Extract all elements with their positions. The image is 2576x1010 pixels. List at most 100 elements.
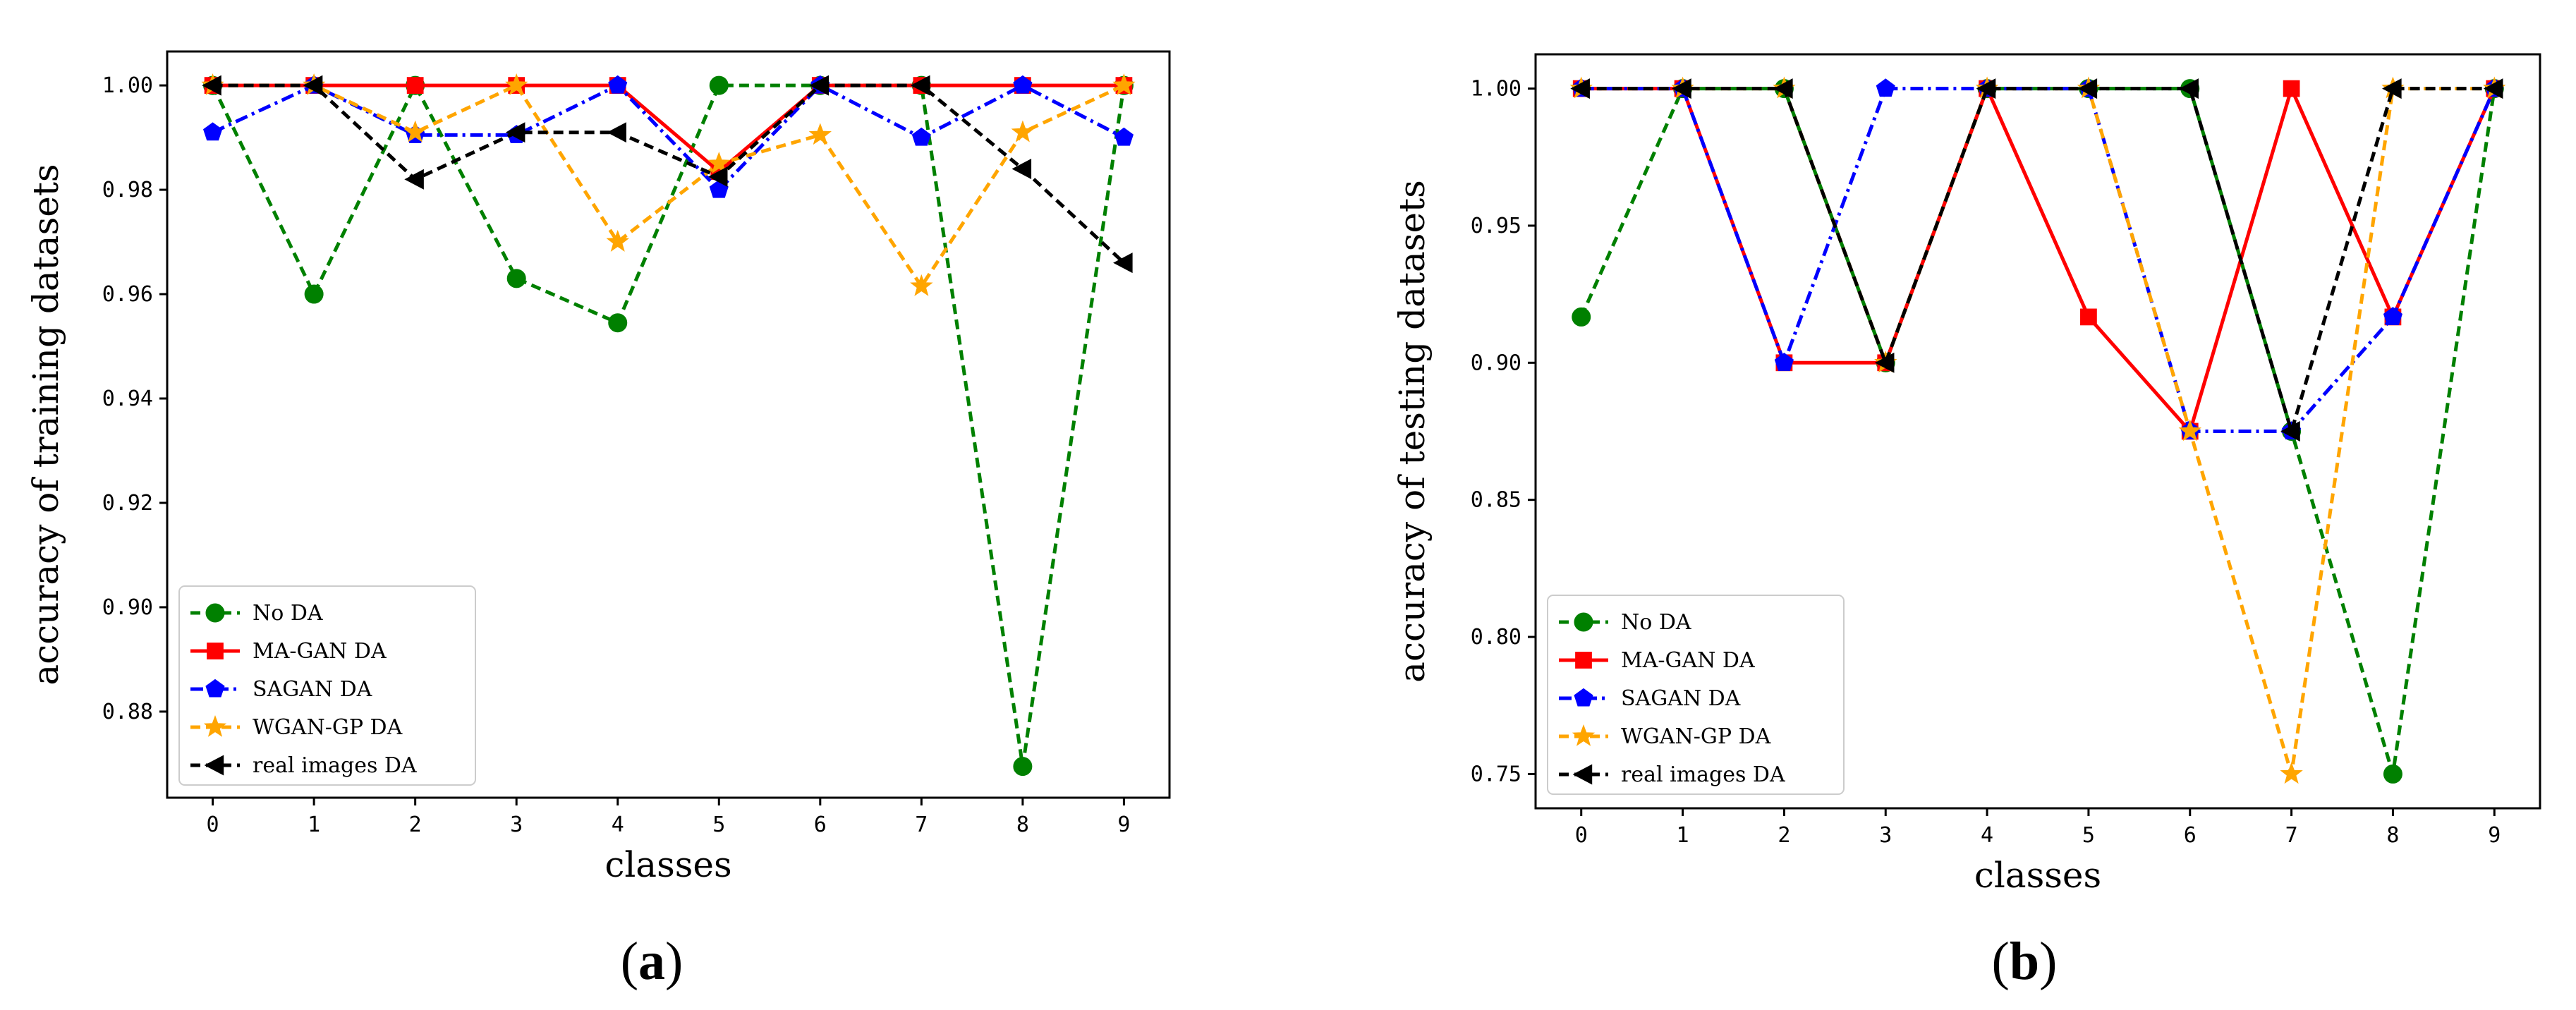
legend-marker [207, 643, 224, 659]
series-line [211, 83, 1126, 769]
x-tick-label: 5 [712, 813, 725, 837]
legend-item: WGAN-GP DA [190, 714, 403, 740]
data-point [304, 284, 324, 304]
data-point [2283, 80, 2300, 97]
data-point [2280, 421, 2300, 442]
legend-label: SAGAN DA [253, 677, 372, 702]
data-point [1572, 307, 1591, 327]
legend-marker [1572, 724, 1596, 746]
panel-label: (a) [621, 932, 684, 991]
y-tick-label: 0.88 [102, 700, 153, 724]
legend-box [1547, 595, 1845, 795]
x-tick-label: 2 [409, 813, 422, 837]
series-line [212, 83, 1125, 192]
data-point [1114, 127, 1134, 146]
y-tick-label: 0.92 [102, 491, 153, 516]
x-tick-label: 7 [915, 813, 928, 837]
legend-box [178, 585, 476, 786]
legend-label: real images DA [253, 753, 417, 778]
legend-label: real images DA [1621, 762, 1785, 787]
data-point [2383, 764, 2402, 784]
legend-item: MA-GAN DA [190, 639, 387, 664]
y-axis-title: accuracy of training datasets [25, 164, 66, 685]
legend-label: No DA [253, 601, 323, 626]
y-tick-label: 0.98 [102, 178, 153, 202]
data-point [2080, 308, 2097, 326]
data-point [1013, 757, 1033, 777]
data-point [606, 229, 629, 252]
x-tick-label: 6 [2184, 823, 2197, 848]
data-point [707, 152, 731, 174]
data-point [2383, 307, 2402, 325]
data-point [1013, 75, 1033, 94]
x-tick-label: 3 [1879, 823, 1892, 848]
data-point [709, 75, 729, 95]
legend-item: SAGAN DA [190, 677, 372, 702]
legend-item: SAGAN DA [1559, 686, 1741, 711]
plot-area [1569, 76, 2506, 784]
legend-label: WGAN-GP DA [253, 715, 403, 740]
chart-panel-b: 0 1 2 3 4 5 6 7 8 9 0.75 0.80 0.85 0.90 0.95 1.00 classe… [1392, 53, 2541, 991]
x-tick-label: 9 [1117, 813, 1130, 837]
y-tick-label: 1.00 [1471, 77, 1521, 102]
data-point [505, 73, 528, 95]
plot-frame [1534, 53, 2541, 810]
legend-marker [1574, 688, 1593, 707]
data-point [203, 122, 223, 141]
data-point [1876, 78, 1895, 97]
legend-item: real images DA [190, 753, 417, 778]
series-line [212, 83, 1124, 174]
x-tick-label: 0 [207, 813, 219, 837]
legend-item: WGAN-GP DA [1559, 724, 1771, 749]
data-point [2179, 78, 2199, 99]
y-tick-label: 0.85 [1471, 488, 1521, 513]
x-tick-label: 6 [814, 813, 827, 837]
x-tick-label: 5 [2082, 823, 2095, 848]
data-point [1672, 78, 1691, 99]
data-point [506, 269, 526, 288]
legend-label: WGAN-GP DA [1621, 724, 1771, 749]
data-point [202, 75, 221, 96]
data-point [2382, 78, 2402, 99]
series-real-images-da [1570, 78, 2503, 442]
data-point [1773, 78, 1793, 99]
y-tick-label: 1.00 [102, 73, 153, 98]
panel-letter: a [638, 932, 665, 991]
x-tick-label: 8 [2386, 823, 2399, 848]
y-axis-title: accuracy of testing datasets [1392, 180, 1433, 683]
legend-item: No DA [190, 601, 323, 626]
legend-label: MA-GAN DA [253, 639, 387, 664]
legend-marker [1572, 764, 1593, 785]
legend-marker [203, 714, 227, 737]
data-point [1011, 158, 1032, 179]
legend-marker [205, 603, 225, 623]
data-point [505, 122, 525, 143]
data-point [303, 75, 323, 96]
data-point [2178, 419, 2201, 442]
y-tick-label: 0.95 [1471, 214, 1521, 238]
x-tick-label: 0 [1575, 823, 1588, 848]
legend: No DA MA-GAN DA SAGAN DA WGAN-GP DA real ima… [1547, 595, 1845, 795]
data-point [1976, 78, 1996, 99]
legend-label: SAGAN DA [1621, 686, 1741, 711]
legend-label: MA-GAN DA [1621, 648, 1755, 673]
legend-item: MA-GAN DA [1559, 648, 1755, 673]
x-tick-label: 7 [2285, 823, 2298, 848]
data-point [1011, 120, 1035, 142]
data-point [404, 169, 424, 190]
x-tick-label: 4 [1981, 823, 1993, 848]
data-point [1112, 73, 1136, 95]
chart-panel-a: 0 1 2 3 4 5 6 7 8 9 0.88 0.90 0.92 0.94 0.96 0.98 1.00 cl… [25, 50, 1171, 991]
panel-label: (b) [1992, 932, 2058, 991]
x-tick-label: 3 [510, 813, 523, 837]
series-line [212, 83, 1125, 288]
data-point [910, 75, 930, 96]
data-point [808, 123, 832, 145]
data-point [2280, 762, 2303, 784]
data-point [910, 274, 933, 296]
series-line [1581, 87, 2495, 433]
legend: No DA MA-GAN DA SAGAN DA WGAN-GP DA real ima… [178, 585, 476, 786]
data-point [1774, 353, 1794, 371]
plot-frame [166, 50, 1171, 799]
